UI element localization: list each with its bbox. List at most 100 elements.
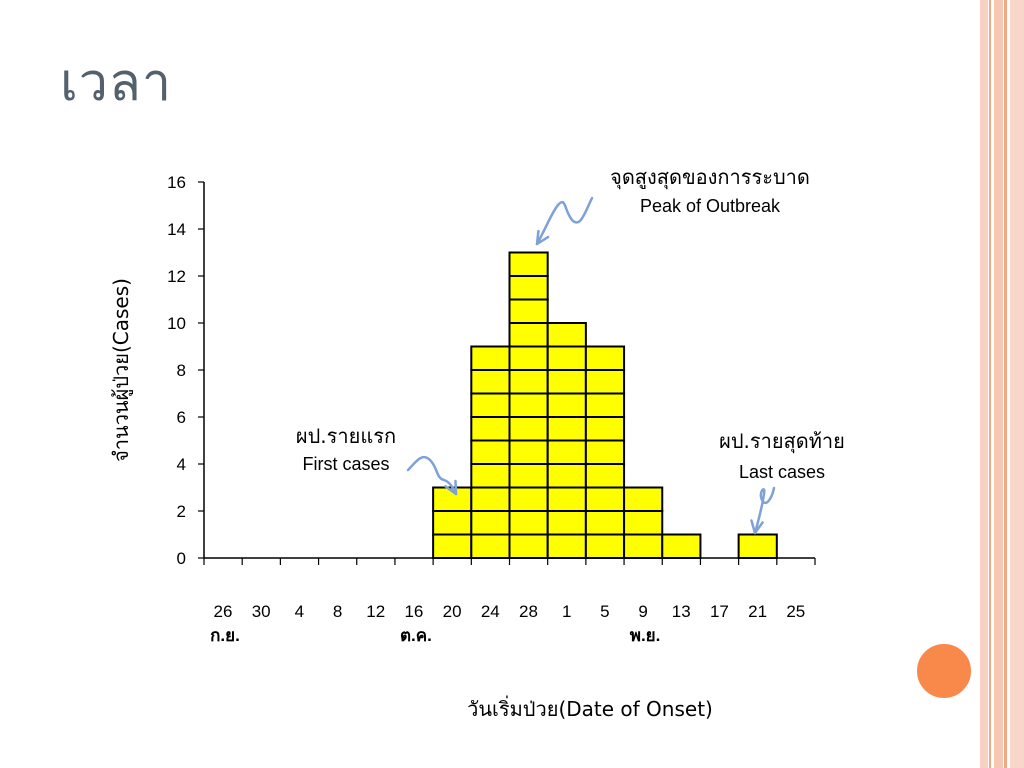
case-cell — [584, 345, 626, 371]
case-cell — [508, 392, 549, 418]
case-cell — [508, 463, 549, 489]
first-cases-annotation-english: First cases — [302, 454, 389, 474]
decorative-stripes — [980, 0, 1024, 768]
case-cell — [584, 533, 626, 559]
y-tick-label: 14 — [167, 220, 186, 239]
y-tick-label: 6 — [177, 408, 186, 427]
case-cell — [546, 345, 587, 371]
case-cell — [546, 463, 587, 489]
y-tick-label: 2 — [177, 502, 186, 521]
y-tick-label: 8 — [177, 361, 186, 380]
x-tick-label: 21 — [748, 602, 767, 621]
peak-annotation-thai: จุดสูงสุดของการระบาด — [610, 165, 810, 190]
case-cell — [432, 510, 473, 536]
case-cell — [470, 392, 511, 418]
last-cases-arrow — [750, 486, 776, 535]
month-label: ต.ค. — [400, 626, 432, 645]
case-cell — [470, 416, 511, 442]
decorative-circle — [913, 640, 975, 702]
case-cell — [508, 298, 549, 324]
x-tick-label: 20 — [443, 602, 462, 621]
case-cell — [584, 486, 626, 512]
peak-annotation-english: Peak of Outbreak — [640, 196, 781, 216]
slide-title: เวลา — [60, 53, 173, 113]
case-cell — [661, 533, 702, 559]
case-cell — [470, 533, 511, 559]
x-tick-label: 17 — [710, 602, 729, 621]
peak-arrow — [535, 196, 594, 246]
case-cell — [470, 369, 511, 395]
x-tick-label: 1 — [562, 602, 571, 621]
case-cell — [470, 345, 511, 371]
case-cell — [584, 369, 626, 395]
bar-13 — [661, 533, 702, 559]
arrow-head — [535, 229, 550, 246]
arrow-curve — [535, 196, 594, 246]
y-tick-label: 16 — [167, 173, 186, 192]
case-cell — [737, 533, 778, 559]
x-tick-label: 5 — [600, 602, 609, 621]
case-cell — [546, 322, 587, 348]
case-cell — [508, 369, 549, 395]
x-tick-label: 28 — [519, 602, 538, 621]
arrow-head — [444, 479, 458, 496]
x-tick-label: 8 — [333, 602, 342, 621]
case-cell — [508, 439, 549, 465]
x-tick-label: 4 — [295, 602, 304, 621]
case-cell — [584, 439, 626, 465]
case-cell — [508, 416, 549, 442]
case-cell — [508, 251, 549, 277]
case-cell — [432, 533, 473, 559]
bar-24 — [470, 345, 511, 559]
case-cell — [546, 486, 587, 512]
arrows-group — [406, 196, 776, 535]
case-cell — [623, 533, 664, 559]
case-cell — [546, 533, 587, 559]
case-cell — [470, 486, 511, 512]
case-cell — [508, 510, 549, 536]
last-cases-annotation-english: Last cases — [739, 462, 825, 482]
first-cases-annotation-thai: ผป.รายแรก — [296, 424, 396, 448]
case-cell — [470, 510, 511, 536]
y-tick-label: 4 — [177, 455, 186, 474]
case-cell — [508, 486, 549, 512]
month-label: พ.ย. — [630, 626, 661, 645]
bar-5 — [584, 345, 626, 559]
case-cell — [470, 463, 511, 489]
case-cell — [546, 416, 587, 442]
case-cell — [623, 510, 664, 536]
y-tick-label: 12 — [167, 267, 186, 286]
y-tick-label: 0 — [177, 549, 186, 568]
bar-28 — [508, 251, 549, 559]
case-cell — [584, 416, 626, 442]
bars-group — [432, 251, 778, 559]
bar-21 — [737, 533, 778, 559]
arrow-curve — [753, 486, 776, 535]
case-cell — [508, 345, 549, 371]
case-cell — [584, 392, 626, 418]
bar-1 — [546, 322, 587, 559]
x-tick-label: 30 — [252, 602, 271, 621]
x-tick-label: 13 — [672, 602, 691, 621]
x-tick-label: 16 — [404, 602, 423, 621]
first-cases-arrow — [406, 455, 458, 496]
x-tick-label: 9 — [638, 602, 647, 621]
last-cases-annotation-thai: ผป.รายสุดท้าย — [719, 429, 845, 454]
x-tick-label: 24 — [481, 602, 500, 621]
x-tick-label: 26 — [214, 602, 233, 621]
bar-9 — [623, 486, 664, 559]
arrow-head — [750, 519, 764, 535]
case-cell — [508, 322, 549, 348]
case-cell — [623, 486, 664, 512]
y-axis-title: จำนวนผู้ป่วย(Cases) — [109, 278, 134, 462]
case-cell — [470, 439, 511, 465]
month-label: ก.ย. — [210, 626, 240, 645]
case-cell — [508, 533, 549, 559]
x-tick-label: 12 — [366, 602, 385, 621]
case-cell — [546, 510, 587, 536]
case-cell — [546, 439, 587, 465]
case-cell — [584, 510, 626, 536]
case-cell — [584, 463, 626, 489]
